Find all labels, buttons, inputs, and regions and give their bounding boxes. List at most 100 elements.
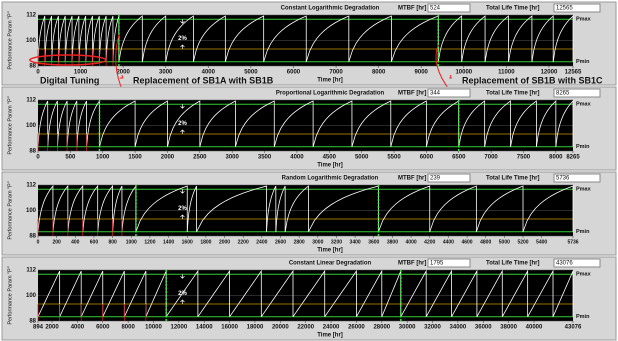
x-tick-label: 5000 [244, 70, 258, 76]
degradation-cycle [165, 269, 199, 317]
x-axis-label: Time [hr] [317, 333, 343, 339]
degradation-cycle [99, 100, 136, 147]
x-tick-label: 1000 [96, 155, 110, 161]
x-tick-label: 5500 [387, 155, 401, 161]
x-tick-label: 3800 [387, 239, 398, 245]
pmin-label: Pmin [576, 59, 590, 65]
degradation-cycle [98, 15, 107, 62]
x-tick-label: 2800 [294, 239, 305, 245]
x-tick-label: 28000 [373, 325, 390, 331]
x-tick-label: 1200 [144, 239, 155, 245]
degradation-cycle [97, 184, 114, 232]
x-tick-label: 3000 [159, 70, 173, 76]
x-tick-label: 0 [36, 155, 40, 161]
tuning-ellipse [29, 54, 107, 66]
mtbf-label: MTBF [hr] [398, 176, 426, 182]
annotation: Replacement of SB1A with SB1B [133, 75, 274, 85]
degradation-cycle [165, 15, 194, 62]
mtbf-value: 1795 [430, 261, 444, 267]
degradation-cycle [167, 100, 201, 147]
x-tick-label: 2000 [116, 70, 130, 76]
x-tick-label: 12000 [171, 325, 188, 331]
x-tick-label: 22000 [297, 325, 314, 331]
degradation-cycle [475, 185, 524, 232]
x-axis-label: Time [hr] [317, 248, 343, 254]
x-tick-label: 4200 [424, 239, 435, 245]
y-tick-label: 100 [26, 293, 37, 299]
y-tick-label: 88 [29, 319, 36, 325]
x-tick-label: 43076 [565, 325, 582, 331]
x-tick-label: 1400 [163, 239, 174, 245]
x-tick-label: 14000 [196, 325, 213, 331]
x-tick-label: 4000 [71, 325, 85, 331]
degradation-cycle [552, 270, 574, 317]
annotation: Replacement of SB1B with SB1C [462, 75, 603, 85]
degradation-cycle [235, 100, 275, 147]
panel-title: Constant Linear Degradation [289, 261, 372, 267]
delta-label: 2% [178, 291, 187, 297]
x-tick-label: 6000 [96, 325, 110, 331]
x-tick-label: 2400 [256, 239, 267, 245]
annotation: Digital Tuning [40, 75, 99, 85]
mtbf-label: MTBF [hr] [398, 261, 426, 267]
x-tick-label: 12000 [541, 70, 558, 76]
degradation-cycle [123, 270, 147, 317]
mtbf-value: 524 [430, 6, 441, 12]
degradation-cycle [134, 100, 168, 147]
x-tick-label: 3200 [331, 239, 342, 245]
degradation-cycle [324, 269, 357, 317]
total-label: Total Life Time [hr] [486, 91, 539, 97]
x-tick-label: 3400 [350, 239, 361, 245]
total-value: 12565 [556, 6, 573, 12]
degradation-cycle [193, 15, 226, 62]
degradation-cycle [141, 15, 167, 62]
x-tick-label: 600 [90, 239, 99, 245]
degradation-cycle [273, 100, 314, 147]
total-value: 8265 [556, 91, 570, 97]
degradation-cycle [484, 15, 509, 62]
degradation-cycle [484, 100, 511, 147]
degradation-cycle [44, 15, 53, 62]
degradation-cycle [37, 270, 61, 317]
y-axis-label: Performance Param "P" [7, 11, 13, 69]
degradation-cycle [199, 100, 236, 147]
degradation-cycle [381, 270, 402, 317]
x-tick-label: 3000 [226, 155, 240, 161]
degradation-cycle [78, 15, 87, 62]
pmax-label: Pmax [576, 102, 592, 108]
delta-arrows [180, 104, 185, 134]
mtbf-box [427, 173, 471, 183]
degradation-cycle [390, 100, 427, 147]
x-tick-label: 400 [71, 239, 80, 245]
y-tick-label: 88 [29, 234, 36, 240]
degradation-cycle [266, 185, 277, 232]
mtbf-label: MTBF [hr] [398, 6, 426, 12]
y-tick-label: 112 [26, 268, 36, 274]
degradation-cycle [378, 185, 431, 232]
degradation-cycle [135, 185, 188, 232]
x-tick-label: 4000 [406, 239, 417, 245]
mtbf-value: 344 [430, 91, 441, 97]
x-tick-label: 0 [36, 70, 40, 76]
x-tick-label: 2200 [238, 239, 249, 245]
degradation-cycle [57, 100, 68, 147]
x-tick-label: 3600 [368, 239, 379, 245]
degradation-cycle [145, 270, 167, 317]
y-tick-label: 100 [26, 208, 37, 214]
total-box [553, 173, 601, 183]
x-tick-label: 9000 [415, 70, 429, 76]
total-label: Total Life Time [hr] [486, 176, 539, 182]
pmin-label: Pmin [576, 229, 590, 235]
degradation-cycle [351, 100, 392, 147]
x-tick-label: 5000 [499, 239, 510, 245]
x-tick-label: 6500 [452, 155, 466, 161]
degradation-cycle [527, 269, 554, 317]
x-tick-label: 18000 [247, 325, 264, 331]
degradation-cycle [312, 100, 353, 147]
x-tick-label: 1800 [200, 239, 211, 245]
total-label: Total Life Time [hr] [486, 261, 539, 267]
x-tick-label: 7500 [517, 155, 531, 161]
degradation-cycle [429, 185, 477, 232]
pmax-label: Pmax [576, 187, 592, 193]
y-tick-label: 88 [29, 64, 36, 70]
